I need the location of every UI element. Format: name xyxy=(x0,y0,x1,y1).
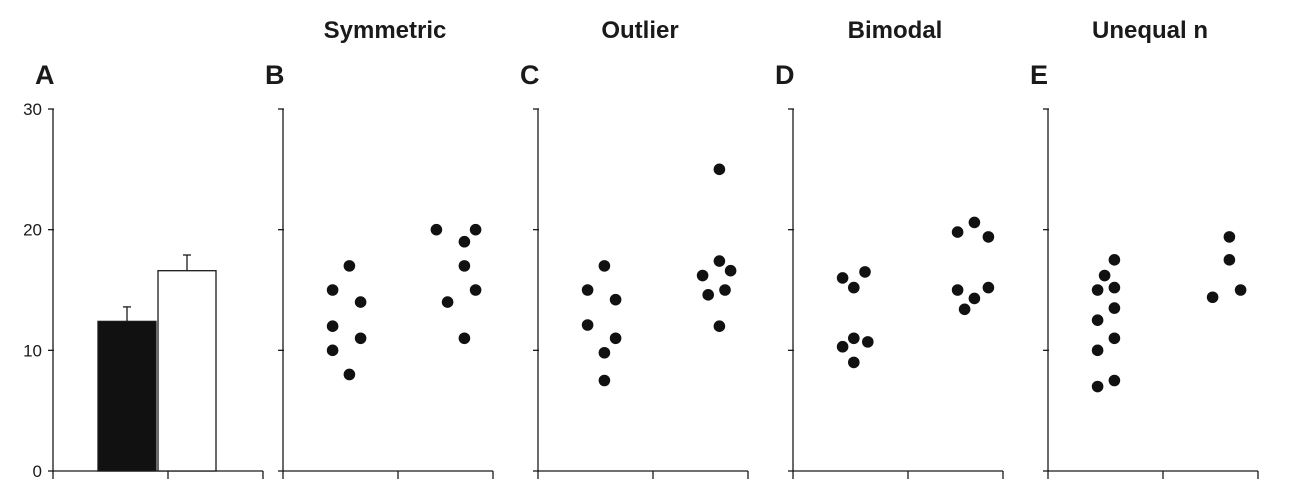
data-point xyxy=(326,284,339,296)
data-point xyxy=(982,281,995,294)
data-point xyxy=(469,223,482,236)
y-tick-label: 20 xyxy=(23,221,42,240)
panel-e: Unequal n E xyxy=(1030,17,1259,479)
data-point xyxy=(862,336,874,348)
data-point xyxy=(968,216,981,229)
y-tick-label: 30 xyxy=(23,100,42,119)
y-tick-label: 10 xyxy=(23,341,42,360)
data-point xyxy=(581,319,594,331)
data-point xyxy=(609,293,622,306)
data-point xyxy=(951,226,964,238)
data-point xyxy=(581,284,594,296)
panels: A 0 10 20 30 Symmetric B Outlier C Bimodal D Unequa… xyxy=(23,17,1259,481)
panel-title: Unequal n xyxy=(1092,17,1208,44)
data-point xyxy=(958,303,971,316)
data-point xyxy=(1091,380,1104,393)
panel-title: Bimodal xyxy=(848,17,943,44)
data-point xyxy=(354,332,367,345)
data-point xyxy=(609,332,622,345)
panel-c: Outlier C xyxy=(520,17,749,479)
data-point xyxy=(1091,314,1104,326)
data-point xyxy=(848,281,860,294)
data-point xyxy=(713,320,726,333)
data-point xyxy=(598,260,611,272)
data-point xyxy=(458,260,471,272)
data-point xyxy=(326,320,339,333)
data-point xyxy=(836,272,849,284)
data-point xyxy=(719,284,731,296)
panel-b: Symmetric B xyxy=(265,17,494,479)
panel-letter: C xyxy=(520,60,540,90)
data-point xyxy=(458,235,471,248)
panel-letter: B xyxy=(265,60,285,90)
data-point xyxy=(848,332,860,345)
data-point xyxy=(354,296,367,308)
data-point xyxy=(326,344,339,357)
panel-title: Outlier xyxy=(601,17,678,44)
data-point xyxy=(713,255,726,267)
data-point xyxy=(1223,231,1236,243)
data-point xyxy=(469,284,482,296)
panel-title: Symmetric xyxy=(324,17,447,44)
data-point xyxy=(441,296,454,308)
y-tick-label: 0 xyxy=(33,462,42,481)
panel-letter: D xyxy=(775,60,795,90)
panel-letter: A xyxy=(35,60,55,90)
data-point xyxy=(968,292,981,305)
data-point xyxy=(458,332,471,345)
data-point xyxy=(702,289,714,301)
data-point xyxy=(696,269,709,282)
data-point xyxy=(598,346,611,359)
data-point xyxy=(724,264,737,277)
data-point xyxy=(1108,281,1121,294)
data-point xyxy=(1206,291,1219,304)
bar xyxy=(97,320,157,472)
panel-letter: E xyxy=(1030,60,1048,90)
data-point xyxy=(343,368,356,381)
data-point xyxy=(1098,269,1111,282)
data-point xyxy=(848,356,860,369)
data-point xyxy=(598,374,611,387)
data-point xyxy=(836,340,849,353)
data-point xyxy=(982,231,995,243)
bar xyxy=(157,270,217,472)
panel-d: Bimodal D xyxy=(775,17,1004,479)
data-point xyxy=(1223,254,1236,266)
data-point xyxy=(1108,374,1121,387)
data-point xyxy=(951,284,964,296)
data-point xyxy=(1091,344,1104,357)
data-point xyxy=(1091,284,1104,296)
data-point xyxy=(713,163,726,176)
data-point xyxy=(1108,332,1121,345)
data-point xyxy=(430,223,443,236)
data-point xyxy=(859,266,871,278)
data-point xyxy=(1108,302,1121,314)
data-point xyxy=(1108,254,1121,266)
data-point xyxy=(343,260,356,272)
panel-a: A 0 10 20 30 xyxy=(23,60,264,481)
data-point xyxy=(1234,284,1247,296)
